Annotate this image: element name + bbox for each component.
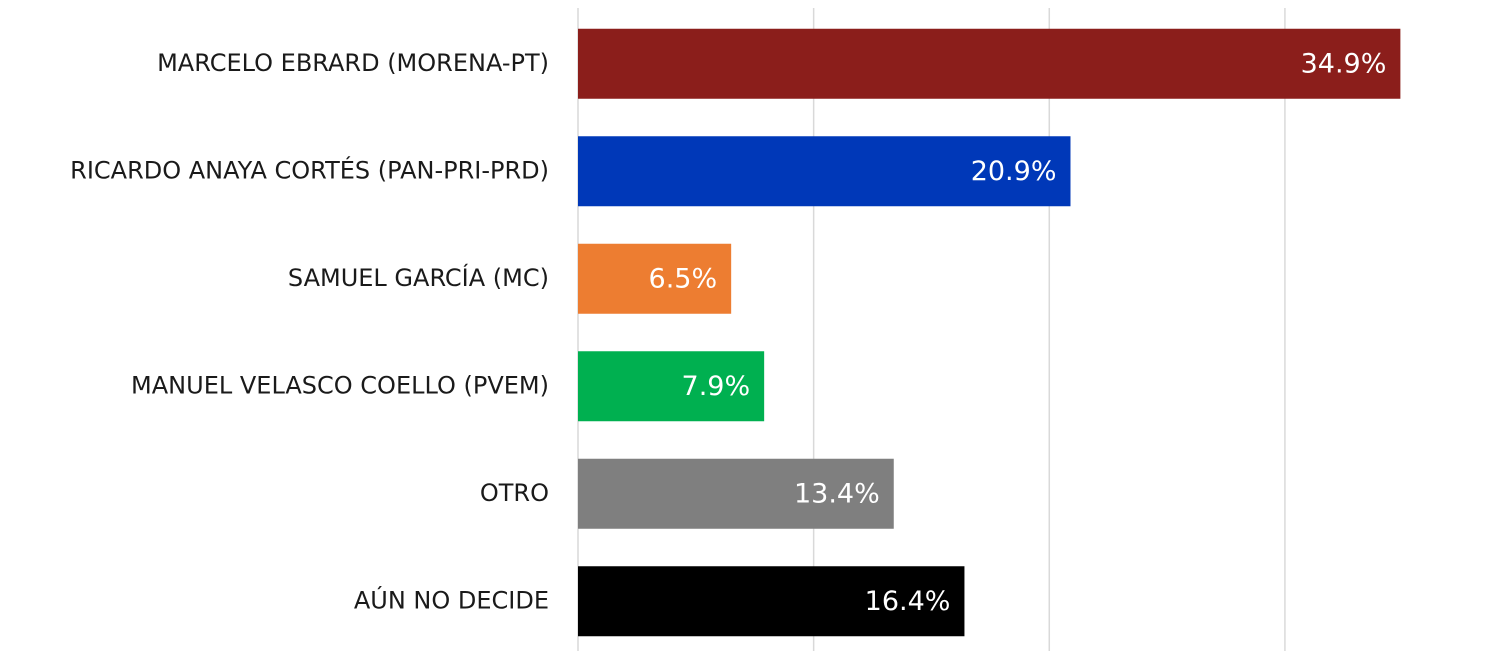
value-label: 13.4% bbox=[794, 478, 880, 509]
value-label: 6.5% bbox=[649, 263, 718, 294]
value-label: 7.9% bbox=[682, 371, 751, 402]
bar bbox=[578, 458, 894, 529]
bar bbox=[578, 243, 732, 314]
category-label: MARCELO EBRARD (MORENA-PT) bbox=[157, 49, 549, 77]
bar bbox=[578, 136, 1071, 207]
category-label: AÚN NO DECIDE bbox=[354, 584, 549, 614]
value-label: 16.4% bbox=[865, 586, 951, 617]
category-label: OTRO bbox=[480, 479, 549, 507]
value-label: 34.9% bbox=[1301, 48, 1387, 79]
value-label: 20.9% bbox=[971, 156, 1057, 187]
category-label: MANUEL VELASCO COELLO (PVEM) bbox=[131, 371, 549, 399]
category-label: RICARDO ANAYA CORTÉS (PAN-PRI-PRD) bbox=[70, 155, 549, 184]
bar bbox=[578, 351, 765, 422]
category-label: SAMUEL GARCÍA (MC) bbox=[288, 263, 549, 292]
bar bbox=[578, 28, 1401, 99]
bar bbox=[578, 566, 965, 637]
